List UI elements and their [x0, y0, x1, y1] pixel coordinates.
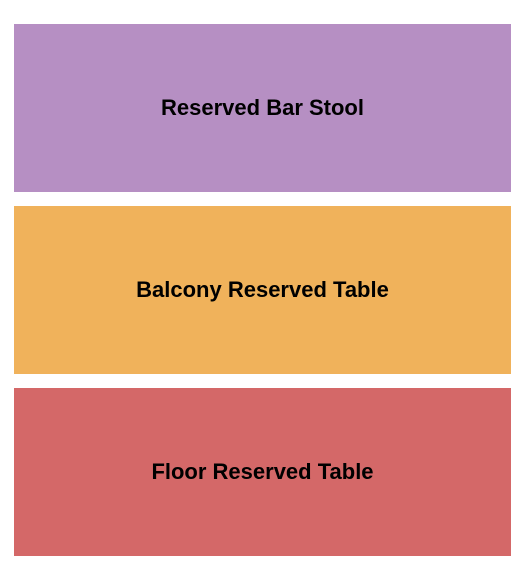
section-floor-table[interactable]: Floor Reserved Table — [14, 388, 511, 556]
section-label: Floor Reserved Table — [151, 459, 373, 485]
section-label: Balcony Reserved Table — [136, 277, 389, 303]
seating-chart: Reserved Bar Stool Balcony Reserved Tabl… — [14, 24, 511, 556]
section-balcony-table[interactable]: Balcony Reserved Table — [14, 206, 511, 374]
section-bar-stool[interactable]: Reserved Bar Stool — [14, 24, 511, 192]
section-label: Reserved Bar Stool — [161, 95, 364, 121]
